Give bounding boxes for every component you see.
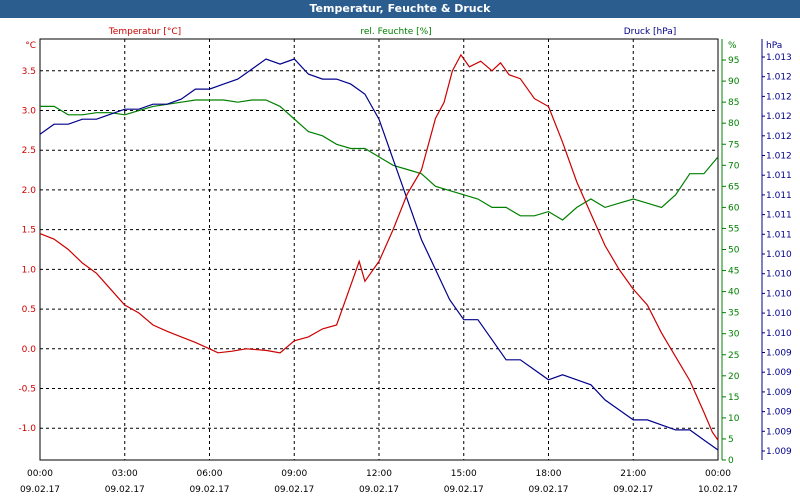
pressure-tick-label: 1.012 — [766, 112, 792, 122]
humidity-tick-label: 80 — [728, 119, 740, 129]
humidity-tick-label: 70 — [728, 161, 740, 171]
pressure-tick-label: 1.012 — [766, 73, 792, 83]
pressure-line — [39, 58, 719, 451]
humidity-unit-label: % — [728, 41, 737, 51]
x-tick-time-label: 15:00 — [451, 469, 477, 479]
x-tick-date-label: 09.02.17 — [359, 485, 399, 495]
temperature-tick-label: 0.5 — [22, 305, 36, 315]
pressure-tick-label: 1.009 — [766, 447, 792, 457]
humidity-tick-label: 35 — [728, 309, 739, 319]
pressure-tick-label: 1.010 — [766, 329, 792, 339]
humidity-tick-label: 95 — [728, 56, 739, 66]
pressure-tick-label: 1.011 — [766, 211, 792, 221]
humidity-tick-label: 65 — [728, 182, 739, 192]
title-bar: Temperatur, Feuchte & Druck — [0, 0, 800, 18]
humidity-tick-label: 40 — [728, 288, 740, 298]
humidity-tick-label: 50 — [728, 246, 740, 256]
pressure-tick-label: 1.011 — [766, 230, 792, 240]
x-tick-time-label: 03:00 — [112, 469, 138, 479]
humidity-tick-label: 45 — [728, 267, 739, 277]
legend-humidity: rel. Feuchte [%] — [360, 27, 431, 37]
humidity-tick-label: 90 — [728, 77, 740, 87]
pressure-tick-label: 1.010 — [766, 289, 792, 299]
pressure-unit-label: hPa — [766, 41, 782, 51]
humidity-tick-label: 0 — [728, 456, 734, 466]
temperature-tick-label: 0.0 — [22, 345, 37, 355]
humidity-tick-label: 55 — [728, 224, 739, 234]
plot-border — [39, 38, 719, 461]
x-tick-date-label: 09.02.17 — [528, 485, 568, 495]
humidity-tick-label: 85 — [728, 98, 739, 108]
x-tick-date-label: 09.02.17 — [444, 485, 484, 495]
pressure-tick-label: 1.009 — [766, 349, 792, 359]
x-tick-time-label: 12:00 — [366, 469, 392, 479]
x-tick-date-label: 09.02.17 — [105, 485, 145, 495]
temperature-tick-label: 3.5 — [22, 67, 36, 77]
x-tick-time-label: 00:00 — [705, 469, 731, 479]
pressure-tick-label: 1.010 — [766, 250, 792, 260]
legend-pressure: Druck [hPa] — [624, 27, 677, 37]
humidity-tick-label: 25 — [728, 351, 739, 361]
pressure-tick-label: 1.011 — [766, 191, 792, 201]
x-tick-time-label: 18:00 — [536, 469, 562, 479]
temperature-tick-label: 2.5 — [22, 146, 36, 156]
temperature-unit-label: °C — [25, 41, 36, 51]
humidity-tick-label: 75 — [728, 140, 739, 150]
humidity-line — [40, 99, 719, 221]
chart-title: Temperatur, Feuchte & Druck — [309, 2, 491, 15]
x-tick-time-label: 09:00 — [281, 469, 307, 479]
x-tick-date-label: 09.02.17 — [189, 485, 229, 495]
humidity-tick-label: 20 — [728, 372, 740, 382]
x-tick-time-label: 06:00 — [197, 469, 223, 479]
temperature-tick-label: 3.0 — [22, 106, 37, 116]
x-tick-date-label: 09.02.17 — [613, 485, 653, 495]
temperature-tick-label: -0.5 — [18, 385, 36, 395]
temperature-tick-label: -1.0 — [18, 424, 36, 434]
x-tick-time-label: 21:00 — [620, 469, 646, 479]
humidity-tick-label: 10 — [728, 414, 740, 424]
temperature-tick-label: 2.0 — [22, 186, 37, 196]
humidity-tick-label: 60 — [728, 203, 740, 213]
pressure-tick-label: 1.012 — [766, 92, 792, 102]
pressure-tick-label: 1.013 — [766, 53, 792, 63]
pressure-tick-label: 1.009 — [766, 368, 792, 378]
chart-canvas: 3.5 3.0 2.5 2.0 1.5 1.0 0.5 0.0 -0.5 -1.0 95 90 85 80… — [18, 27, 792, 495]
pressure-tick-label: 1.012 — [766, 132, 792, 142]
pressure-tick-label: 1.010 — [766, 309, 792, 319]
humidity-tick-label: 5 — [728, 435, 734, 445]
pressure-tick-label: 1.010 — [766, 270, 792, 280]
pressure-tick-label: 1.011 — [766, 171, 792, 181]
x-tick-date-label: 09.02.17 — [274, 485, 314, 495]
temperature-line — [39, 53, 719, 441]
temperature-tick-label: 1.5 — [22, 226, 36, 236]
humidity-tick-label: 30 — [728, 330, 740, 340]
pressure-tick-label: 1.012 — [766, 152, 792, 162]
pressure-tick-label: 1.009 — [766, 408, 792, 418]
legend-temperature: Temperatur [°C] — [108, 27, 181, 37]
x-tick-time-label: 00:00 — [27, 469, 53, 479]
pressure-tick-label: 1.009 — [766, 427, 792, 437]
x-tick-date-label: 09.02.17 — [20, 485, 60, 495]
pressure-tick-label: 1.009 — [766, 388, 792, 398]
x-tick-date-label: 10.02.17 — [698, 485, 738, 495]
humidity-tick-label: 15 — [728, 393, 739, 403]
temperature-tick-label: 1.0 — [22, 265, 37, 275]
